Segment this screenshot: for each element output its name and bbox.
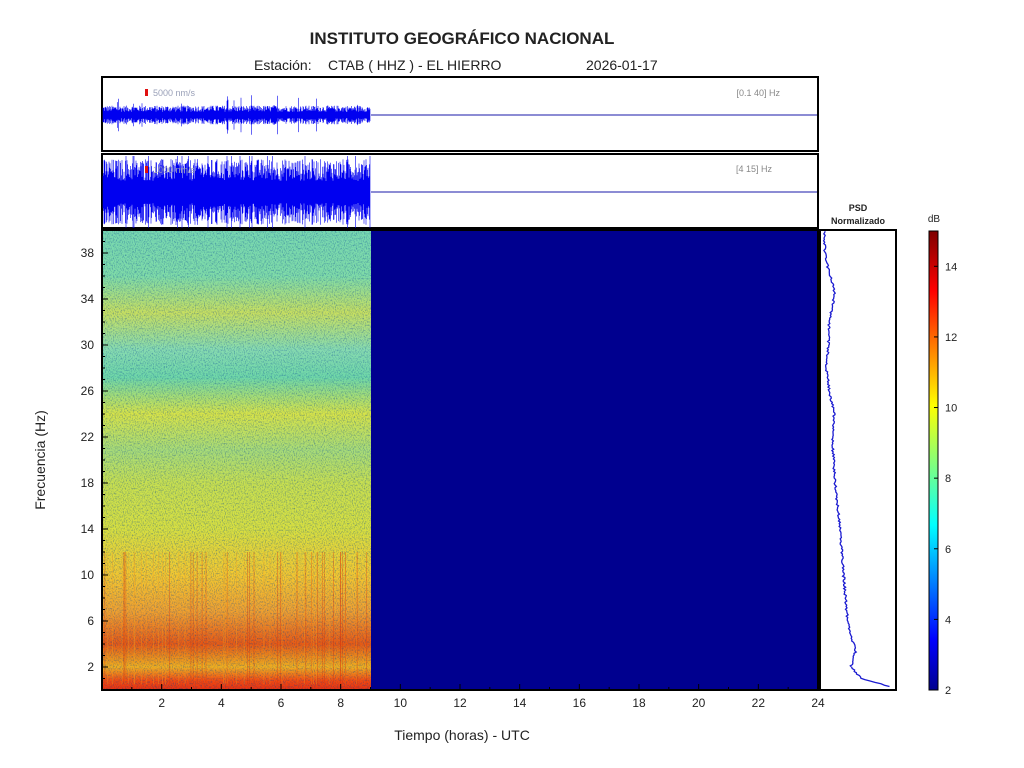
x-tick-label: 2 xyxy=(158,696,165,710)
seismogram-waveform xyxy=(102,156,371,228)
colorbar-tick-label: 10 xyxy=(945,403,957,415)
colorbar-tick-label: 6 xyxy=(945,544,951,556)
psd-title: PSD xyxy=(849,203,868,213)
x-axis: 2 4 6 8 10 12 14 16 18 20 22 24 xyxy=(131,684,825,710)
psd-panel: PSD Normalizado xyxy=(819,203,897,691)
no-data-region xyxy=(371,230,818,690)
colorbar-tick-label: 14 xyxy=(945,261,957,273)
scale-bar xyxy=(145,89,148,96)
colorbar-ticks: 2 4 6 8 10 12 14 xyxy=(934,261,957,697)
chart-date: 2026-01-17 xyxy=(586,57,658,73)
y-axis-label: Frecuencia (Hz) xyxy=(32,410,48,510)
colorbar-tick-label: 12 xyxy=(945,332,957,344)
colorbar: dB 2 4 6 8 10 12 14 xyxy=(928,214,957,697)
scale-bar xyxy=(145,166,148,173)
colorbar-label: dB xyxy=(928,214,941,225)
y-tick-label: 18 xyxy=(81,476,95,490)
y-tick-label: 14 xyxy=(81,522,95,536)
y-tick-label: 30 xyxy=(81,338,95,352)
x-tick-label: 16 xyxy=(573,696,587,710)
station-label: Estación: xyxy=(254,57,312,73)
x-tick-label: 10 xyxy=(394,696,408,710)
x-tick-label: 6 xyxy=(278,696,285,710)
band-label: [0.1 40] Hz xyxy=(736,88,780,98)
x-tick-label: 20 xyxy=(692,696,706,710)
scale-label: 5000 nm/s xyxy=(153,88,196,98)
spectrogram-streaks xyxy=(104,552,368,685)
y-tick-label: 38 xyxy=(81,246,95,260)
y-tick-label: 10 xyxy=(81,568,95,582)
psd-subtitle: Normalizado xyxy=(831,216,886,226)
chart-title: INSTITUTO GEOGRÁFICO NACIONAL xyxy=(310,29,615,48)
x-tick-label: 14 xyxy=(513,696,527,710)
panel-frame xyxy=(819,229,897,691)
x-tick-label: 24 xyxy=(811,696,825,710)
y-tick-label: 26 xyxy=(81,384,95,398)
colorbar-tick-label: 4 xyxy=(945,614,951,626)
scale-label: 1000 nm/s xyxy=(153,165,196,175)
x-tick-label: 4 xyxy=(218,696,225,710)
x-tick-label: 22 xyxy=(752,696,766,710)
x-axis-label: Tiempo (horas) - UTC xyxy=(394,727,530,743)
seismogram-filtered-panel: 1000 nm/s [4 15] Hz xyxy=(101,153,819,229)
colorbar-tick-label: 2 xyxy=(945,685,951,697)
y-tick-label: 6 xyxy=(87,614,94,628)
y-tick-label: 34 xyxy=(81,292,95,306)
x-tick-label: 8 xyxy=(337,696,344,710)
colorbar-gradient xyxy=(928,230,939,691)
seismogram-trace xyxy=(102,156,371,228)
band-label: [4 15] Hz xyxy=(736,164,773,174)
y-tick-label: 2 xyxy=(87,660,94,674)
colorbar-tick-label: 8 xyxy=(945,473,951,485)
seismogram-trace xyxy=(102,95,371,135)
x-tick-label: 12 xyxy=(453,696,467,710)
spectrogram-texture xyxy=(102,230,371,690)
x-tick-label: 18 xyxy=(632,696,646,710)
y-tick-label: 22 xyxy=(81,430,95,444)
psd-curve xyxy=(822,230,890,688)
seismogram-waveform xyxy=(102,95,371,135)
spectrogram-panel: 2 4 6 8 10 12 14 16 18 20 22 24 261014182226303438 … xyxy=(32,229,825,743)
seismogram-broadband-panel: 5000 nm/s [0.1 40] Hz xyxy=(101,76,819,152)
station-name: CTAB ( HHZ ) - EL HIERRO xyxy=(328,57,502,73)
